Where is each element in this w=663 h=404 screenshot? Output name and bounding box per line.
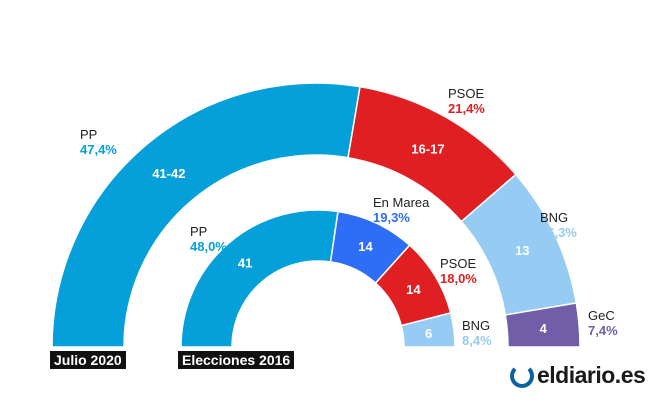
party-label: PP 48,0% — [190, 224, 227, 254]
party-label: GeC 7,4% — [588, 308, 618, 338]
seats-label: 13 — [515, 243, 529, 258]
logo-ring-icon — [510, 363, 534, 388]
party-label: BNG 8,4% — [462, 318, 492, 348]
party-label: En Marea 19,3% — [373, 195, 429, 225]
party-name: PP — [190, 224, 208, 239]
inner-ring-label: Elecciones 2016 — [178, 351, 295, 369]
segment-bng — [400, 312, 456, 348]
party-name: GeC — [588, 308, 615, 323]
seats-label: 14 — [406, 282, 421, 297]
seats-label: 6 — [425, 326, 432, 341]
logo-text: eldiario.es — [537, 362, 646, 388]
party-name: BNG — [540, 210, 569, 225]
party-label: PSOE 21,4% — [448, 86, 485, 116]
party-percent: 7,4% — [588, 323, 618, 338]
party-label: PSOE 18,0% — [440, 256, 477, 286]
seats-label: 41 — [238, 256, 252, 271]
party-name: BNG — [462, 318, 491, 333]
segment-gec — [504, 302, 581, 348]
party-percent: 48,0% — [190, 239, 227, 254]
party-percent: 16,3% — [540, 225, 577, 240]
party-name: En Marea — [373, 195, 430, 210]
seats-label: 41-42 — [152, 166, 185, 181]
party-name: PSOE — [448, 86, 485, 101]
segment-pp — [51, 82, 361, 348]
seats-label: 16-17 — [411, 141, 444, 156]
party-label: PP 47,4% — [80, 127, 117, 157]
party-percent: 18,0% — [440, 271, 477, 286]
eldiario-logo: eldiario.es — [510, 362, 646, 389]
party-percent: 8,4% — [462, 333, 492, 348]
party-label: BNG 16,3% — [540, 210, 577, 240]
party-percent: 21,4% — [448, 101, 485, 116]
party-name: PSOE — [440, 256, 477, 271]
party-percent: 19,3% — [373, 210, 410, 225]
party-percent: 47,4% — [80, 142, 117, 157]
party-name: PP — [80, 127, 98, 142]
segment-pp — [180, 209, 339, 348]
outer-ring-label: Julio 2020 — [50, 351, 126, 369]
seats-label: 4 — [540, 321, 548, 336]
seats-label: 14 — [358, 239, 373, 254]
